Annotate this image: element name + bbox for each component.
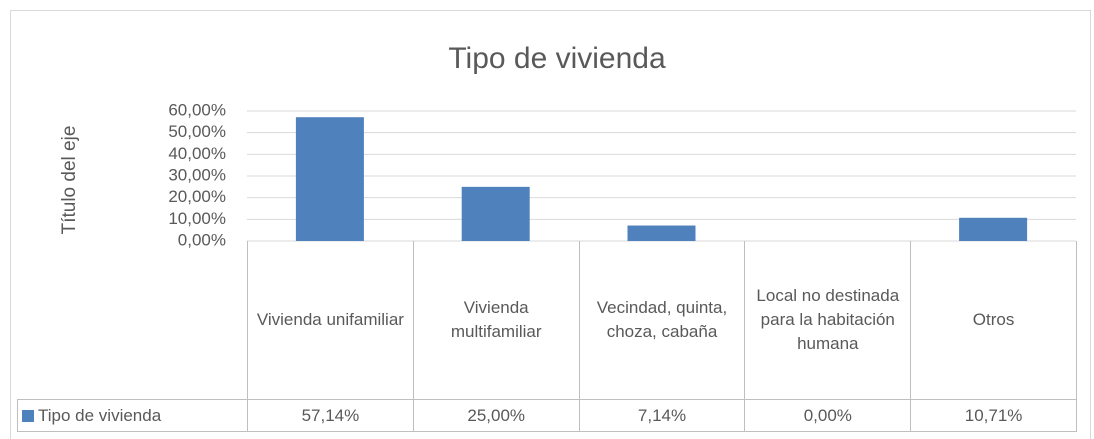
legend-label: Tipo de vivienda (38, 405, 162, 425)
value-cell: 57,14% (247, 399, 414, 432)
y-tick-label: 20,00% (168, 187, 226, 206)
category-cell: Local no destinada para la habitación hu… (744, 241, 912, 400)
category-cell: Vivienda multifamiliar (412, 241, 580, 400)
value-cell: 0,00% (744, 399, 912, 432)
y-tick-label: 10,00% (168, 209, 226, 228)
value-cell: 7,14% (578, 399, 746, 432)
y-tick-label: 30,00% (168, 165, 226, 184)
y-tick-label: 50,00% (168, 122, 226, 141)
y-tick-label: 0,00% (178, 230, 226, 249)
y-tick-label: 60,00% (168, 100, 226, 119)
bar (627, 225, 696, 241)
value-cell: 10,71% (910, 399, 1077, 432)
bar (959, 217, 1028, 241)
bar (295, 117, 364, 241)
y-tick-label: 40,00% (168, 144, 226, 163)
chart-border (10, 10, 1091, 439)
category-cell: Vivienda unifamiliar (247, 241, 414, 400)
category-cell: Vecindad, quinta, choza, cabaña (578, 241, 746, 400)
legend-key (22, 409, 34, 422)
value-cell: 25,00% (412, 399, 580, 432)
bar (461, 186, 530, 241)
chart-title: Tipo de vivienda (448, 42, 666, 75)
y-axis-title: Título del eje (59, 126, 80, 235)
legend-cell: Tipo de vivienda (17, 399, 248, 432)
category-cell: Otros (910, 241, 1077, 400)
